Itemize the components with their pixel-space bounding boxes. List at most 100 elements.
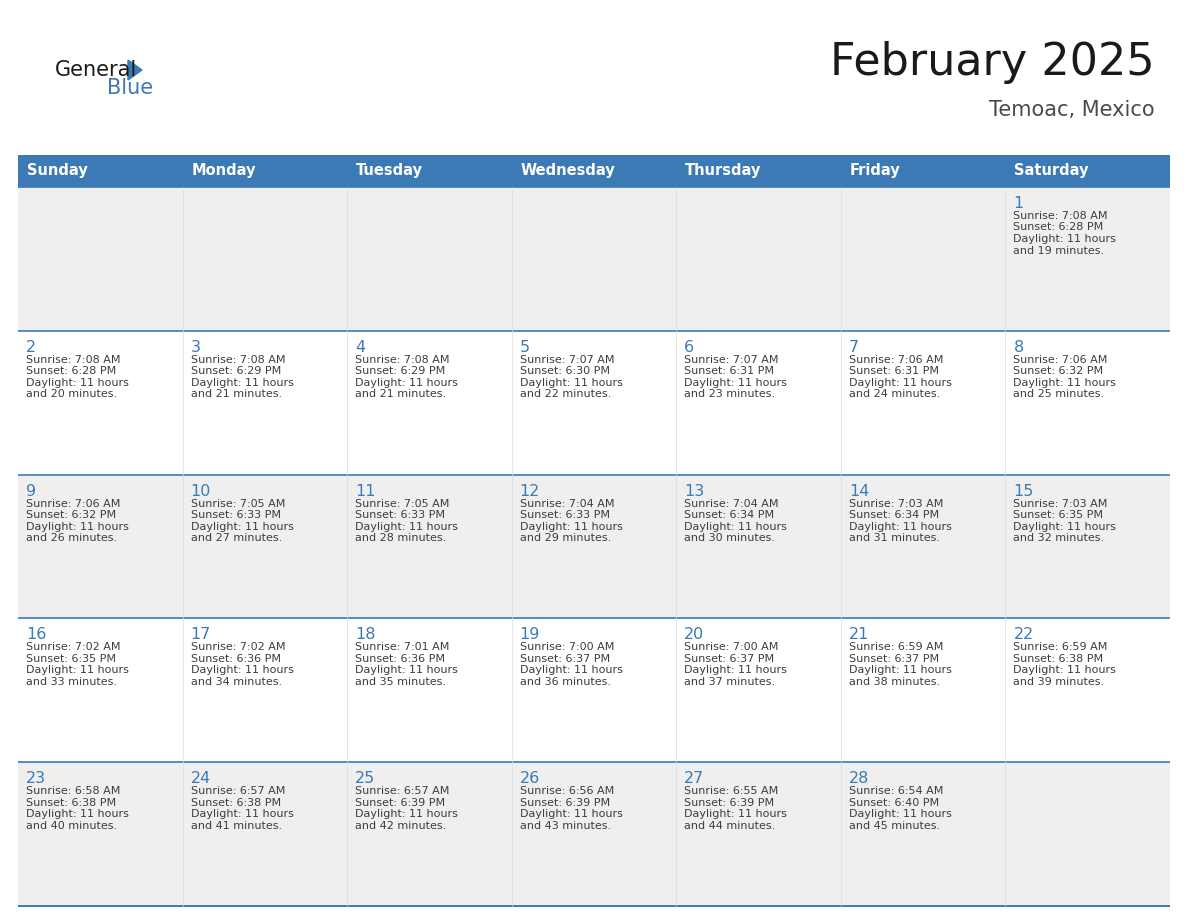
Text: Sunset: 6:37 PM: Sunset: 6:37 PM [849,654,939,664]
Text: Sunrise: 6:55 AM: Sunrise: 6:55 AM [684,786,778,796]
Text: Daylight: 11 hours: Daylight: 11 hours [519,809,623,819]
Text: 9: 9 [26,484,36,498]
Text: Sunset: 6:40 PM: Sunset: 6:40 PM [849,798,939,808]
Text: Daylight: 11 hours: Daylight: 11 hours [519,666,623,676]
Text: and 19 minutes.: and 19 minutes. [1013,245,1105,255]
Text: Sunset: 6:32 PM: Sunset: 6:32 PM [1013,366,1104,376]
Text: and 24 minutes.: and 24 minutes. [849,389,940,399]
Text: Wednesday: Wednesday [520,163,615,178]
Text: Daylight: 11 hours: Daylight: 11 hours [190,521,293,532]
Text: 21: 21 [849,627,870,643]
Text: Sunset: 6:36 PM: Sunset: 6:36 PM [355,654,446,664]
Text: and 29 minutes.: and 29 minutes. [519,533,611,543]
Bar [18,187,1170,330]
Text: Sunrise: 7:08 AM: Sunrise: 7:08 AM [26,354,120,364]
Bar [18,330,1170,475]
Text: Daylight: 11 hours: Daylight: 11 hours [519,378,623,387]
Text: Sunset: 6:37 PM: Sunset: 6:37 PM [519,654,609,664]
Text: and 44 minutes.: and 44 minutes. [684,821,776,831]
Text: Daylight: 11 hours: Daylight: 11 hours [26,521,128,532]
Text: and 36 minutes.: and 36 minutes. [519,677,611,687]
Text: Daylight: 11 hours: Daylight: 11 hours [26,378,128,387]
Text: Daylight: 11 hours: Daylight: 11 hours [684,809,788,819]
Text: Sunset: 6:39 PM: Sunset: 6:39 PM [684,798,775,808]
Text: Sunday: Sunday [27,163,88,178]
Text: 7: 7 [849,340,859,354]
Text: Sunset: 6:35 PM: Sunset: 6:35 PM [26,654,116,664]
Text: Sunset: 6:31 PM: Sunset: 6:31 PM [684,366,775,376]
Text: Daylight: 11 hours: Daylight: 11 hours [1013,666,1117,676]
Text: Sunrise: 6:54 AM: Sunrise: 6:54 AM [849,786,943,796]
Text: Daylight: 11 hours: Daylight: 11 hours [684,521,788,532]
Text: and 32 minutes.: and 32 minutes. [1013,533,1105,543]
Text: Sunset: 6:35 PM: Sunset: 6:35 PM [1013,510,1104,521]
Text: Sunset: 6:28 PM: Sunset: 6:28 PM [26,366,116,376]
Text: Daylight: 11 hours: Daylight: 11 hours [849,666,952,676]
Text: Monday: Monday [191,163,257,178]
Text: Sunrise: 7:08 AM: Sunrise: 7:08 AM [1013,211,1108,221]
Text: 24: 24 [190,771,210,786]
Text: Sunrise: 7:07 AM: Sunrise: 7:07 AM [519,354,614,364]
Text: Sunrise: 7:03 AM: Sunrise: 7:03 AM [1013,498,1107,509]
Text: Sunset: 6:36 PM: Sunset: 6:36 PM [190,654,280,664]
Text: Blue: Blue [107,78,153,98]
Text: and 28 minutes.: and 28 minutes. [355,533,447,543]
Text: Tuesday: Tuesday [356,163,423,178]
Text: and 26 minutes.: and 26 minutes. [26,533,118,543]
Text: 10: 10 [190,484,211,498]
Text: and 45 minutes.: and 45 minutes. [849,821,940,831]
Text: Daylight: 11 hours: Daylight: 11 hours [355,809,459,819]
Text: Friday: Friday [849,163,901,178]
Text: 17: 17 [190,627,211,643]
Text: Sunrise: 7:06 AM: Sunrise: 7:06 AM [1013,354,1107,364]
Text: and 20 minutes.: and 20 minutes. [26,389,118,399]
Text: and 35 minutes.: and 35 minutes. [355,677,447,687]
Text: and 39 minutes.: and 39 minutes. [1013,677,1105,687]
Text: Sunset: 6:34 PM: Sunset: 6:34 PM [684,510,775,521]
Text: 6: 6 [684,340,695,354]
Text: 20: 20 [684,627,704,643]
Text: 3: 3 [190,340,201,354]
Text: Sunrise: 7:02 AM: Sunrise: 7:02 AM [26,643,120,653]
Text: 15: 15 [1013,484,1034,498]
Text: Sunset: 6:33 PM: Sunset: 6:33 PM [355,510,446,521]
Text: and 27 minutes.: and 27 minutes. [190,533,282,543]
Text: 18: 18 [355,627,375,643]
Text: Sunset: 6:29 PM: Sunset: 6:29 PM [190,366,280,376]
Text: Sunset: 6:38 PM: Sunset: 6:38 PM [190,798,280,808]
Text: 13: 13 [684,484,704,498]
Text: Sunrise: 7:06 AM: Sunrise: 7:06 AM [849,354,943,364]
Text: Daylight: 11 hours: Daylight: 11 hours [26,666,128,676]
Text: and 43 minutes.: and 43 minutes. [519,821,611,831]
Text: and 34 minutes.: and 34 minutes. [190,677,282,687]
Text: 16: 16 [26,627,46,643]
Text: and 22 minutes.: and 22 minutes. [519,389,611,399]
Text: Sunset: 6:29 PM: Sunset: 6:29 PM [355,366,446,376]
Text: Sunrise: 6:59 AM: Sunrise: 6:59 AM [1013,643,1107,653]
Text: 11: 11 [355,484,375,498]
Text: and 30 minutes.: and 30 minutes. [684,533,776,543]
Text: Sunrise: 7:05 AM: Sunrise: 7:05 AM [190,498,285,509]
Text: Sunrise: 7:08 AM: Sunrise: 7:08 AM [355,354,449,364]
Text: Daylight: 11 hours: Daylight: 11 hours [1013,521,1117,532]
Text: Sunrise: 6:58 AM: Sunrise: 6:58 AM [26,786,120,796]
Bar [18,762,1170,906]
Text: Sunset: 6:38 PM: Sunset: 6:38 PM [1013,654,1104,664]
Text: Daylight: 11 hours: Daylight: 11 hours [26,809,128,819]
Text: 2: 2 [26,340,36,354]
Text: and 41 minutes.: and 41 minutes. [190,821,282,831]
Text: 5: 5 [519,340,530,354]
Text: Sunrise: 7:03 AM: Sunrise: 7:03 AM [849,498,943,509]
Text: Sunset: 6:37 PM: Sunset: 6:37 PM [684,654,775,664]
Text: Sunset: 6:30 PM: Sunset: 6:30 PM [519,366,609,376]
Bar [18,155,1170,187]
Text: Daylight: 11 hours: Daylight: 11 hours [355,666,459,676]
Text: Sunrise: 6:59 AM: Sunrise: 6:59 AM [849,643,943,653]
Text: 25: 25 [355,771,375,786]
Text: 28: 28 [849,771,870,786]
Text: Daylight: 11 hours: Daylight: 11 hours [190,378,293,387]
Text: Daylight: 11 hours: Daylight: 11 hours [1013,378,1117,387]
Text: Sunset: 6:33 PM: Sunset: 6:33 PM [519,510,609,521]
Text: Temoac, Mexico: Temoac, Mexico [990,100,1155,120]
Text: Sunrise: 7:07 AM: Sunrise: 7:07 AM [684,354,779,364]
